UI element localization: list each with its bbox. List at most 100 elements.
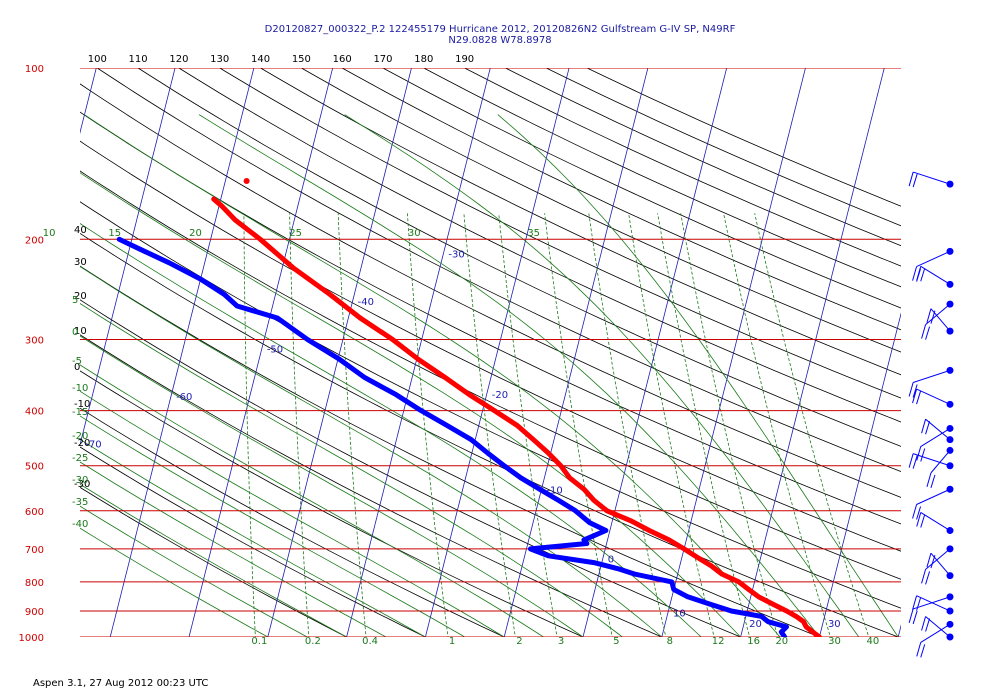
isotherm-label: -30 bbox=[448, 250, 464, 261]
moist-adiabat bbox=[80, 483, 348, 637]
wind-barb-flag bbox=[908, 608, 914, 624]
moist-adiabat bbox=[80, 266, 663, 637]
wind-barb bbox=[916, 488, 951, 505]
wind-barb bbox=[925, 303, 951, 326]
dry-adiabat bbox=[178, 68, 901, 423]
dry-adiabat-label: 40 bbox=[74, 225, 87, 236]
footer-timestamp: Aspen 3.1, 27 Aug 2012 00:23 UTC bbox=[33, 678, 209, 689]
moist-adiabat-label: -30 bbox=[72, 475, 88, 486]
dry-adiabat bbox=[259, 68, 901, 376]
wind-barb-flag bbox=[916, 597, 922, 611]
dry-adiabat bbox=[80, 265, 821, 637]
dry-adiabat-label: 130 bbox=[210, 54, 229, 65]
isotherm bbox=[188, 68, 334, 637]
mixing-ratio-line bbox=[463, 213, 516, 637]
moist-adiabat bbox=[80, 505, 309, 637]
dry-adiabat bbox=[80, 446, 427, 637]
dry-adiabat-label: 20 bbox=[74, 291, 87, 302]
wind-barb bbox=[912, 369, 951, 383]
moist-adiabat bbox=[497, 114, 899, 637]
dry-adiabat-label: -30 bbox=[74, 479, 90, 490]
dry-adiabat-label: -10 bbox=[74, 399, 90, 410]
dry-adiabat-label: 110 bbox=[129, 54, 148, 65]
wind-barb bbox=[916, 595, 951, 612]
moist-adiabat-label: 20 bbox=[189, 228, 202, 239]
dry-adiabat bbox=[80, 334, 663, 637]
wind-barb-flag bbox=[921, 324, 927, 339]
isotherm-label: -50 bbox=[267, 345, 283, 356]
moist-adiabat-label: 25 bbox=[289, 228, 302, 239]
pressure-tick-label: 200 bbox=[25, 235, 44, 246]
moist-adiabat bbox=[80, 223, 702, 637]
moist-adiabat bbox=[80, 415, 466, 637]
mixing-ratio-line bbox=[588, 213, 667, 637]
wind-profile bbox=[908, 171, 954, 658]
temperature-point bbox=[243, 178, 250, 185]
moist-adiabat-label: -20 bbox=[72, 431, 88, 442]
dry-adiabat-label: 170 bbox=[373, 54, 392, 65]
mixing-ratio-line bbox=[754, 213, 870, 637]
mixing-ratio-line bbox=[657, 213, 751, 637]
wind-barb-flag bbox=[912, 388, 918, 404]
mixing-ratio-line bbox=[498, 213, 558, 637]
mixing-ratio-line bbox=[289, 213, 310, 637]
pressure-tick-label: 100 bbox=[25, 64, 44, 75]
isotherm bbox=[109, 68, 255, 637]
wind-barb-flag bbox=[925, 571, 931, 585]
moist-adiabat bbox=[344, 114, 860, 637]
wind-barb-flag bbox=[921, 419, 927, 434]
dry-adiabat bbox=[80, 370, 585, 637]
moist-adiabat bbox=[80, 527, 269, 637]
isotherm-label: -10 bbox=[546, 486, 562, 497]
mixing-ratio-label: 40 bbox=[866, 636, 879, 647]
diagram-grid bbox=[80, 68, 901, 637]
isotherm bbox=[582, 68, 728, 637]
isotherm-label: 10 bbox=[673, 608, 686, 619]
wind-barb-flag bbox=[921, 616, 927, 631]
wind-barb-flag bbox=[920, 268, 926, 282]
moist-adiabat-label: 35 bbox=[527, 228, 540, 239]
mixing-ratio-label: 16 bbox=[747, 636, 760, 647]
wind-barb-flag bbox=[908, 453, 914, 468]
wind-barb bbox=[912, 171, 951, 185]
wind-barb-flag bbox=[925, 326, 931, 340]
mixing-ratio-line bbox=[628, 213, 715, 637]
wind-barb-flag bbox=[916, 506, 922, 520]
moist-adiabat-label: 10 bbox=[43, 228, 56, 239]
wind-barb-flag bbox=[925, 618, 931, 632]
dry-adiabat bbox=[80, 111, 901, 525]
dry-adiabat-label: 150 bbox=[292, 54, 311, 65]
wind-barb bbox=[920, 512, 951, 531]
wind-barb-flag bbox=[912, 384, 918, 398]
isotherm-label: -60 bbox=[176, 392, 192, 403]
pressure-tick-label: 400 bbox=[25, 407, 44, 418]
pressure-tick-label: 300 bbox=[25, 335, 44, 346]
pressure-tick-label: 500 bbox=[25, 462, 44, 473]
isotherm-label: -70 bbox=[85, 439, 101, 450]
mixing-ratio-label: 0.1 bbox=[251, 636, 267, 647]
temperature-trace bbox=[211, 196, 822, 637]
wind-barb-flag bbox=[908, 382, 914, 397]
isotherm bbox=[740, 68, 885, 637]
dry-adiabat-label: 100 bbox=[88, 54, 107, 65]
mixing-ratio-line bbox=[337, 213, 367, 637]
chart-title-line2: N29.0828 W78.8978 bbox=[448, 35, 552, 46]
wind-barb-flag bbox=[926, 308, 932, 323]
moist-adiabat-label: -25 bbox=[72, 453, 88, 464]
isotherm bbox=[818, 312, 901, 637]
mixing-ratio-label: 30 bbox=[828, 636, 841, 647]
wind-barb-flag bbox=[925, 421, 931, 435]
isotherm-label: 0 bbox=[608, 555, 614, 566]
wind-barb-flag bbox=[912, 266, 918, 281]
wind-barb bbox=[916, 388, 951, 405]
mixing-ratio-line bbox=[680, 213, 779, 637]
isotherm bbox=[80, 68, 176, 447]
isotherm bbox=[503, 68, 649, 637]
mixing-ratio-label: 5 bbox=[613, 636, 619, 647]
mixing-ratio-line bbox=[243, 213, 256, 637]
wind-barb-flag bbox=[930, 474, 936, 489]
mixing-ratio-label: 20 bbox=[775, 636, 788, 647]
dry-adiabat bbox=[80, 83, 901, 498]
